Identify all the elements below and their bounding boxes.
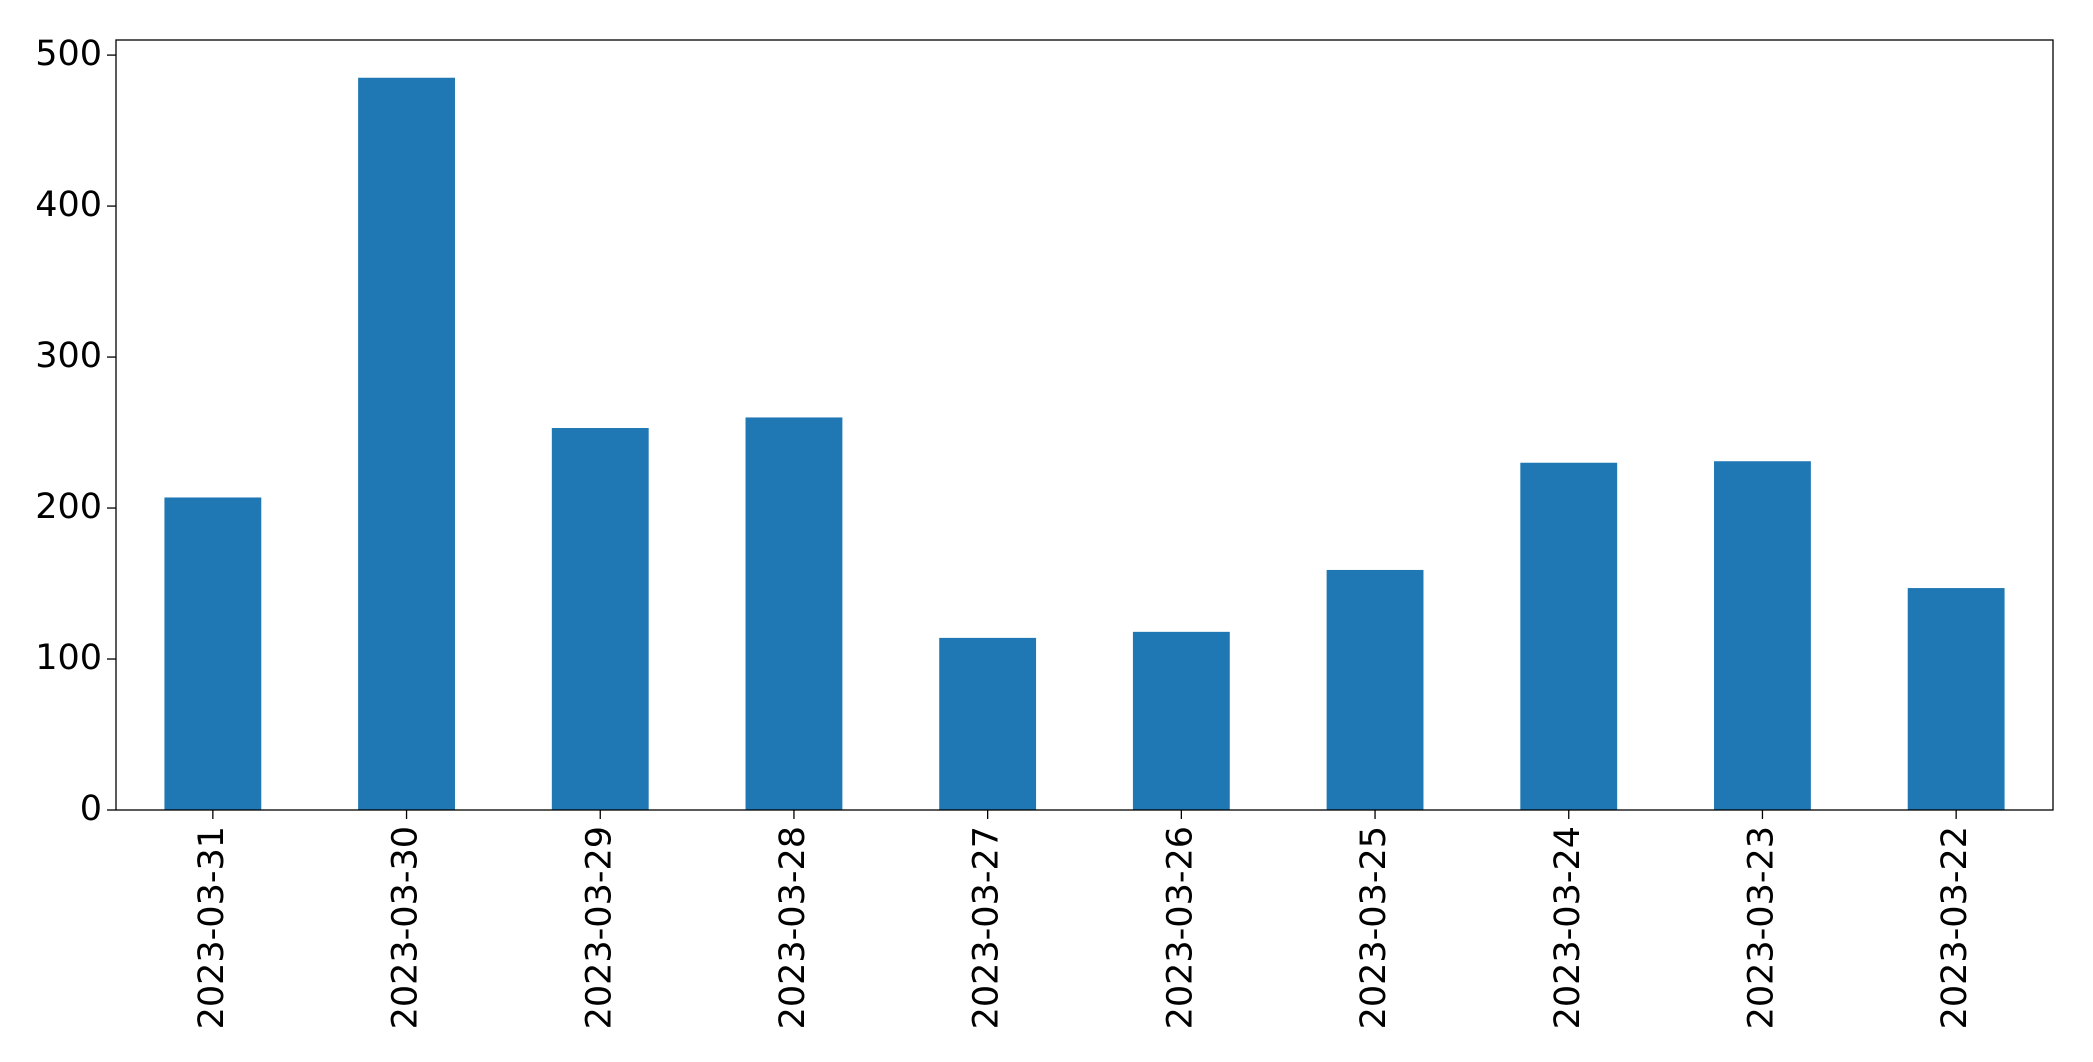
bar <box>1907 588 2005 810</box>
x-tick-label: 2023-03-31 <box>192 826 232 1029</box>
bar <box>939 637 1037 810</box>
y-tick-label: 400 <box>35 185 102 225</box>
bar <box>358 77 455 810</box>
y-tick-label: 100 <box>35 638 102 678</box>
bar <box>1132 631 1230 810</box>
x-tick-label: 2023-03-23 <box>1741 826 1781 1029</box>
x-tick-label: 2023-03-28 <box>773 826 813 1029</box>
x-tick-label: 2023-03-25 <box>1354 826 1394 1029</box>
x-tick-label: 2023-03-24 <box>1548 826 1588 1029</box>
bar <box>1326 569 1424 810</box>
bar <box>164 497 262 810</box>
x-tick-label: 2023-03-27 <box>967 826 1007 1029</box>
x-tick-label: 2023-03-22 <box>1935 826 1975 1029</box>
bar <box>1520 462 1618 810</box>
bar <box>551 428 649 810</box>
y-tick-label: 500 <box>35 34 102 74</box>
bar <box>745 417 843 810</box>
plot-frame <box>115 39 2054 811</box>
y-tick-label: 200 <box>35 487 102 527</box>
x-tick-label: 2023-03-30 <box>386 826 426 1029</box>
x-tick-label: 2023-03-26 <box>1160 826 1200 1029</box>
y-tick-label: 0 <box>80 789 102 829</box>
x-tick-label: 2023-03-29 <box>579 826 619 1029</box>
bar <box>1714 461 1811 810</box>
y-tick-label: 300 <box>35 336 102 376</box>
